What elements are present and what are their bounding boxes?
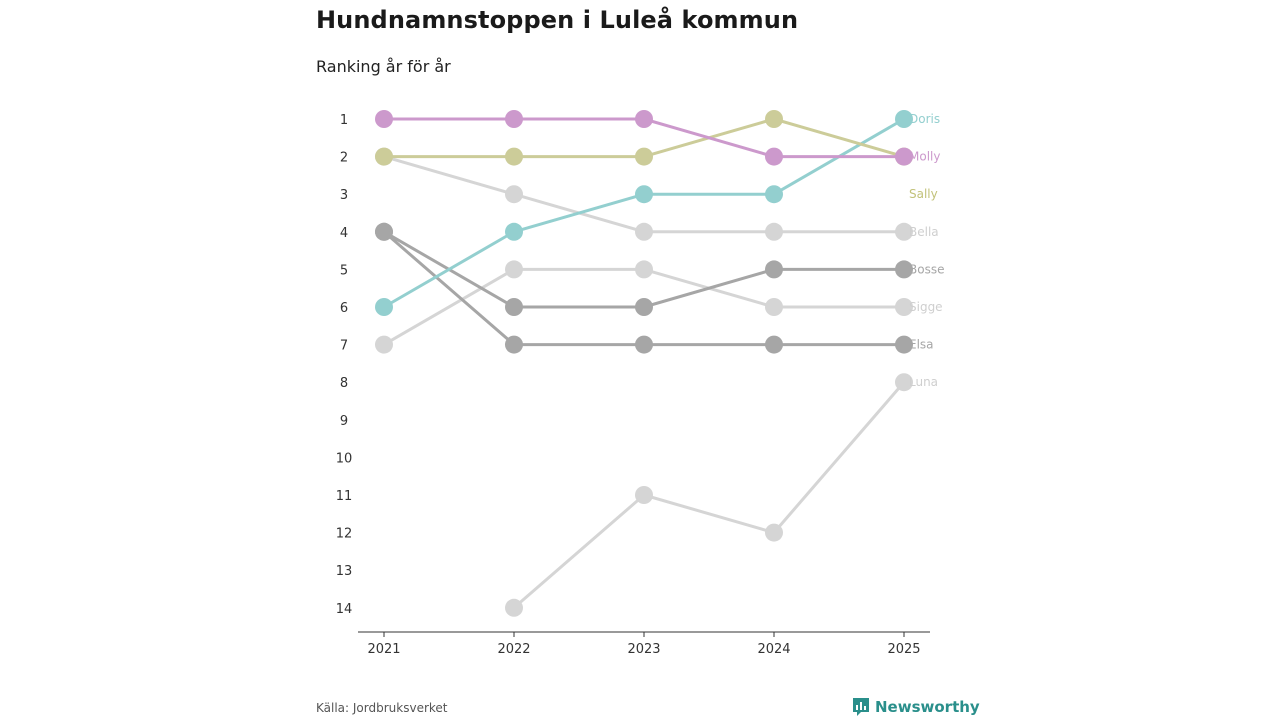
data-point [635,260,653,279]
y-tick-label: 8 [340,376,348,391]
end-label-bella: Bella [909,225,939,239]
data-point [895,147,913,166]
chart-subtitle: Ranking år för år [316,57,451,76]
data-point [375,147,393,166]
x-tick-label: 2024 [757,642,790,657]
series-luna [505,373,913,617]
y-tick-label: 5 [340,263,348,278]
data-point [505,298,523,316]
data-point [765,185,783,204]
series-elsa [375,222,913,354]
data-point [635,147,653,166]
data-point [895,335,913,354]
x-axis: 2021 2022 2023 2024 2025 [358,631,930,657]
data-point [635,110,653,128]
end-label-doris: Doris [909,112,940,126]
y-tick-label: 6 [340,301,348,316]
y-tick-label: 1 [340,113,348,128]
data-point [895,222,913,241]
data-point [635,486,653,504]
data-point [635,222,653,241]
y-tick-label: 2 [340,151,348,166]
end-label-bosse: Bosse [909,262,944,276]
y-tick-label: 14 [336,602,353,617]
y-tick-label: 9 [340,414,348,429]
data-point [505,185,523,204]
y-tick-label: 7 [340,339,348,354]
series-sigge [375,260,913,354]
series-layer [375,110,913,617]
data-point [765,298,783,316]
x-tick-label: 2021 [367,642,400,657]
series-line [513,381,906,609]
end-label-sally: Sally [909,187,938,201]
chart-title: Hundnamnstoppen i Luleå kommun [316,6,799,34]
data-point [895,373,913,392]
data-point [765,222,783,241]
end-label-elsa: Elsa [909,338,934,352]
end-labels: Doris Molly Sally Bella Bosse Sigge Elsa Luna [909,112,944,389]
data-point [505,598,523,617]
end-label-sigge: Sigge [909,300,943,314]
data-point [635,298,653,316]
y-tick-label: 13 [336,564,353,579]
data-point [375,298,393,316]
data-point [635,185,653,204]
series-line [383,117,905,309]
x-tick-label: 2023 [627,642,660,657]
end-label-molly: Molly [909,150,940,164]
series-doris [375,110,913,316]
y-tick-label: 3 [340,188,348,203]
data-point [635,335,653,354]
data-point [765,260,783,279]
data-point [895,260,913,279]
data-point [375,335,393,354]
x-tick-label: 2025 [887,642,920,657]
data-point [505,335,523,354]
brand-logo: Newsworthy [852,697,980,717]
brand-name: Newsworthy [875,698,980,716]
data-point [505,147,523,166]
data-point [505,110,523,128]
data-point [895,298,913,316]
y-tick-label: 12 [336,527,353,542]
data-point [375,110,393,128]
data-point [765,110,783,128]
series-molly [375,110,913,166]
x-tick-label: 2022 [497,642,530,657]
data-point [895,110,913,128]
y-tick-label: 11 [336,489,353,504]
data-point [765,335,783,354]
data-point [765,523,783,542]
data-point [375,222,393,241]
y-tick-label: 10 [336,451,353,466]
newsworthy-icon [853,698,869,716]
end-label-luna: Luna [909,375,938,389]
data-point [505,260,523,279]
data-point [765,147,783,166]
y-tick-label: 4 [340,226,348,241]
data-point [505,222,523,241]
source-note: Källa: Jordbruksverket [316,701,448,715]
series-line [383,230,904,347]
